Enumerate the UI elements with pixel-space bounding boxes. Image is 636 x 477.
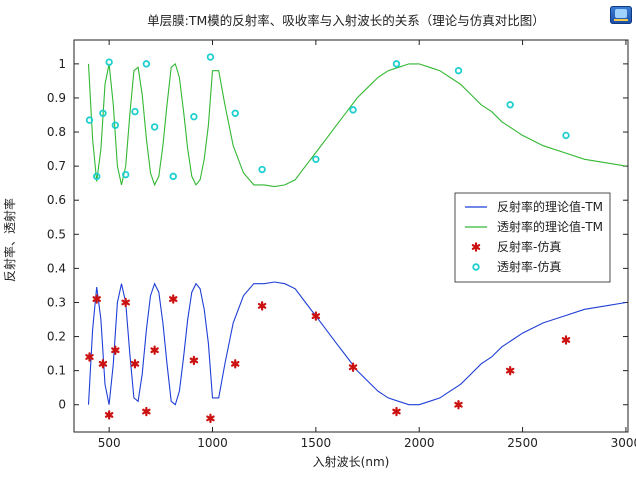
data-point-circle bbox=[99, 109, 107, 117]
data-point-asterisk bbox=[561, 335, 571, 345]
y-tick-label: 0.7 bbox=[47, 159, 66, 173]
legend-label: 反射率-仿真 bbox=[497, 239, 561, 254]
data-point-asterisk bbox=[150, 345, 159, 355]
data-point-asterisk bbox=[92, 294, 101, 304]
asterisk-stroke bbox=[471, 244, 481, 250]
x-tick-label: 2500 bbox=[507, 436, 538, 450]
legend-label: 透射率-仿真 bbox=[497, 259, 561, 274]
y-tick-label: 0.5 bbox=[47, 227, 66, 241]
data-point-asterisk bbox=[85, 352, 94, 362]
data-point-asterisk bbox=[121, 297, 130, 308]
asterisk-stroke bbox=[104, 412, 114, 418]
data-point-asterisk bbox=[505, 365, 515, 376]
asterisk-stroke bbox=[98, 360, 108, 367]
y-tick-label: 0.1 bbox=[47, 364, 66, 378]
data-point-circle bbox=[121, 170, 130, 179]
data-point-circle bbox=[142, 60, 151, 68]
data-point-circle bbox=[454, 66, 463, 75]
data-point-circle bbox=[392, 60, 401, 68]
y-tick-label: 0 bbox=[58, 398, 66, 412]
data-point-circle bbox=[562, 131, 570, 140]
asterisk-stroke bbox=[561, 337, 571, 343]
y-tick-label: 0.9 bbox=[47, 91, 66, 105]
asterisk-stroke bbox=[85, 354, 94, 360]
x-axis-label: 入射波长(nm) bbox=[313, 454, 390, 469]
y-axis-label: 反射率、透射率 bbox=[2, 198, 17, 282]
y-tick-label: 1 bbox=[58, 57, 66, 71]
asterisk-stroke bbox=[150, 347, 159, 354]
asterisk-stroke bbox=[130, 360, 140, 367]
data-point-circle bbox=[111, 121, 120, 129]
series-line-1 bbox=[87, 62, 626, 188]
asterisk-stroke bbox=[142, 408, 151, 415]
data-point-asterisk bbox=[231, 359, 240, 369]
legend-swatch-asterisk bbox=[471, 242, 481, 252]
asterisk-stroke bbox=[206, 415, 215, 422]
data-point-circle bbox=[231, 109, 239, 117]
legend-label: 反射率的理论值-TM bbox=[497, 199, 603, 214]
data-point-asterisk bbox=[257, 301, 267, 311]
data-point-circle bbox=[85, 116, 94, 124]
data-point-asterisk bbox=[98, 359, 108, 369]
legend-box bbox=[454, 192, 611, 283]
data-point-circle bbox=[190, 112, 198, 121]
data-point-asterisk bbox=[348, 362, 358, 372]
asterisk-stroke bbox=[454, 401, 463, 408]
data-point-asterisk bbox=[189, 355, 199, 366]
data-point-asterisk bbox=[392, 406, 401, 417]
asterisk-stroke bbox=[111, 347, 120, 354]
data-point-circle bbox=[169, 172, 177, 181]
series-line-0 bbox=[87, 281, 626, 406]
data-point-circle bbox=[93, 172, 101, 181]
x-tick-label: 1500 bbox=[301, 436, 332, 450]
data-point-circle bbox=[150, 123, 159, 131]
x-tick-label: 2000 bbox=[404, 436, 435, 450]
series-layer bbox=[85, 53, 626, 424]
chart-title: 单层膜:TM模的反射率、吸收率与入射波长的关系（理论与仿真对比图） bbox=[147, 13, 545, 28]
asterisk-stroke bbox=[168, 296, 178, 302]
data-point-asterisk bbox=[130, 359, 140, 369]
legend-label: 透射率的理论值-TM bbox=[497, 219, 603, 234]
data-point-asterisk bbox=[311, 311, 321, 321]
asterisk-stroke bbox=[257, 302, 267, 309]
data-point-circle bbox=[312, 155, 320, 164]
data-point-circle bbox=[506, 101, 514, 109]
data-point-asterisk bbox=[168, 294, 178, 304]
data-point-asterisk bbox=[206, 413, 215, 424]
y-tick-label: 0.6 bbox=[47, 193, 66, 207]
asterisk-stroke bbox=[189, 357, 199, 364]
app-logo-icon bbox=[610, 6, 632, 24]
data-point-circle bbox=[131, 107, 139, 116]
data-point-asterisk bbox=[111, 345, 120, 355]
y-tick-label: 0.2 bbox=[47, 330, 66, 344]
x-tick-label: 500 bbox=[98, 436, 121, 450]
asterisk-stroke bbox=[348, 364, 358, 371]
asterisk-stroke bbox=[231, 360, 240, 367]
legend-swatch-circle bbox=[472, 263, 480, 271]
y-tick-label: 0.3 bbox=[47, 295, 66, 309]
asterisk-stroke bbox=[311, 313, 321, 320]
y-tick-label: 0.8 bbox=[47, 125, 66, 139]
data-point-circle bbox=[258, 165, 266, 174]
asterisk-stroke bbox=[505, 367, 515, 374]
data-point-circle bbox=[206, 53, 215, 61]
y-tick-label: 0.4 bbox=[47, 261, 66, 275]
data-point-circle bbox=[349, 106, 357, 114]
data-point-circle bbox=[105, 58, 113, 66]
asterisk-stroke bbox=[92, 296, 101, 302]
data-point-asterisk bbox=[104, 410, 114, 420]
data-point-asterisk bbox=[454, 400, 463, 410]
asterisk-stroke bbox=[121, 299, 130, 306]
asterisk-stroke bbox=[392, 408, 401, 415]
x-tick-label: 1000 bbox=[197, 436, 228, 450]
data-point-asterisk bbox=[142, 406, 151, 417]
